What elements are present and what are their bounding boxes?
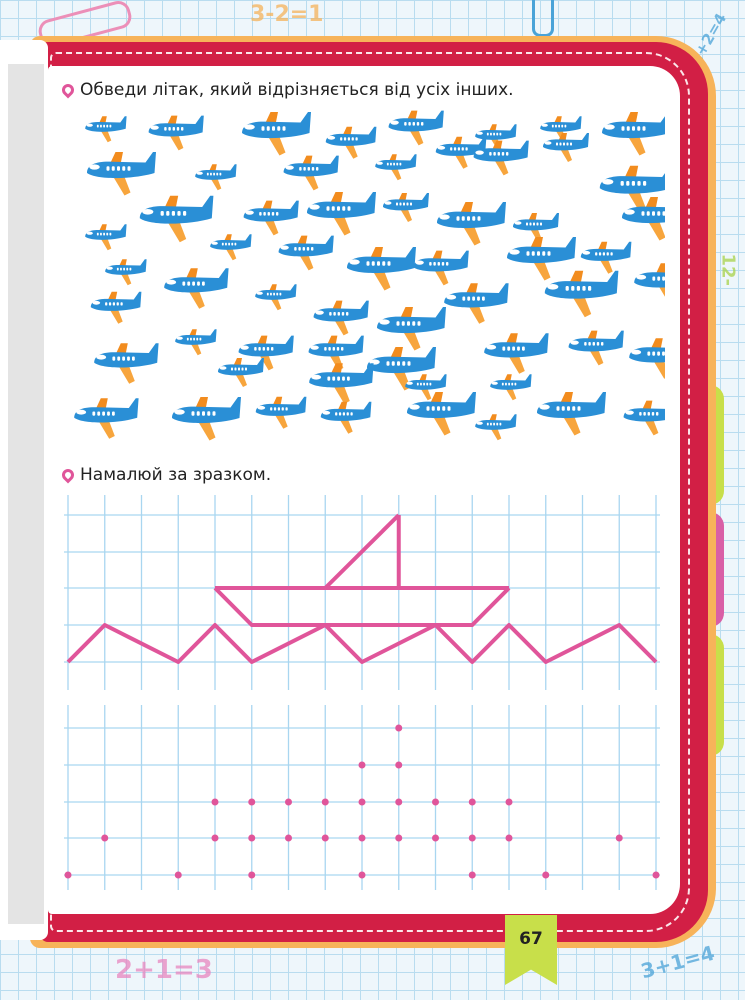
location-pin-icon (59, 466, 77, 484)
task-1: Обведи літак, який відрізняється від усі… (59, 80, 514, 100)
task-1-text: Обведи літак, який відрізняється від усі… (80, 80, 514, 100)
plane[interactable] (320, 401, 372, 434)
plane[interactable] (507, 237, 576, 281)
plane[interactable] (175, 329, 217, 356)
task-2-text: Намалюй за зразком. (80, 465, 272, 485)
plane[interactable] (90, 291, 142, 324)
plane[interactable] (242, 112, 311, 156)
plane[interactable] (537, 392, 606, 436)
planes-picture[interactable] (55, 105, 665, 450)
plane[interactable] (383, 193, 429, 222)
plane[interactable] (283, 155, 339, 191)
plane[interactable] (148, 115, 204, 151)
plane[interactable] (413, 250, 469, 286)
plane[interactable] (568, 330, 624, 366)
task-2: Намалюй за зразком. (59, 465, 272, 485)
plane[interactable] (484, 333, 549, 374)
plane[interactable] (105, 259, 147, 286)
plane[interactable] (210, 234, 252, 261)
page-number: 67 (519, 929, 543, 949)
plane[interactable] (475, 414, 517, 441)
plane[interactable] (602, 112, 665, 156)
plane[interactable] (218, 358, 264, 387)
paperclip-icon (532, 0, 554, 37)
plane[interactable] (313, 300, 369, 336)
plane[interactable] (94, 343, 159, 384)
plane[interactable] (139, 195, 214, 243)
plane[interactable] (347, 247, 416, 291)
plane[interactable] (164, 268, 229, 309)
page-number-ribbon: 67 (505, 915, 557, 985)
plane[interactable] (74, 398, 139, 439)
plane[interactable] (195, 164, 237, 191)
plane[interactable] (437, 202, 506, 246)
plane[interactable] (623, 400, 665, 436)
plane[interactable] (255, 396, 307, 429)
plane[interactable] (407, 392, 476, 436)
plane[interactable] (243, 200, 299, 236)
plane[interactable] (543, 133, 589, 162)
plane[interactable] (87, 152, 156, 196)
plane[interactable] (85, 116, 127, 143)
plane[interactable] (634, 263, 665, 304)
plane[interactable] (255, 284, 297, 311)
plane[interactable] (544, 270, 619, 318)
left-page-edge (0, 40, 48, 940)
plane[interactable] (629, 338, 665, 379)
plane[interactable] (325, 126, 377, 159)
plane[interactable] (580, 241, 632, 274)
plane[interactable] (278, 235, 334, 271)
plane[interactable] (377, 307, 446, 351)
plane[interactable] (375, 154, 417, 181)
plane[interactable] (388, 110, 444, 146)
doodle-equation: 3-2=1 (250, 2, 324, 27)
plane[interactable] (172, 397, 241, 441)
plane[interactable] (309, 363, 374, 404)
plane[interactable] (85, 224, 127, 251)
plane[interactable] (490, 374, 532, 401)
plane[interactable] (444, 283, 509, 324)
plane[interactable] (307, 192, 376, 236)
doodle-equation: 2+1=3 (115, 955, 213, 985)
location-pin-icon (59, 81, 77, 99)
